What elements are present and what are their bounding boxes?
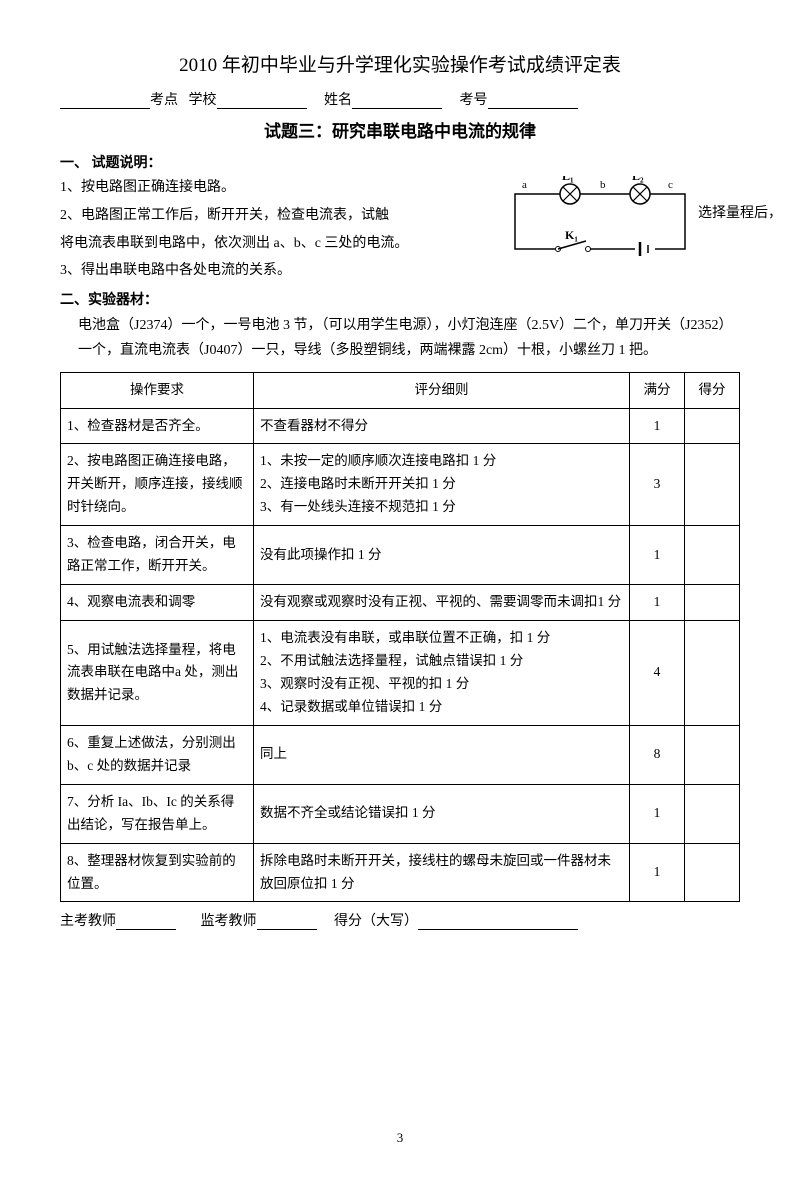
- cell-req: 7、分析 Ia、Ib、Ic 的关系得出结论，写在报告单上。: [61, 784, 254, 843]
- school-blank[interactable]: [217, 94, 307, 109]
- table-row: 8、整理器材恢复到实验前的位置。拆除电路时未断开开关，接线柱的螺母未旋回或一件器…: [61, 843, 740, 902]
- label-c: c: [668, 179, 673, 191]
- table-row: 2、按电路图正确连接电路，开关断开，顺序连接，接线顺时针绕向。1、未按一定的顺序…: [61, 444, 740, 526]
- cell-req: 3、检查电路，闭合开关，电路正常工作，断开开关。: [61, 526, 254, 585]
- t1-blank[interactable]: [116, 915, 176, 930]
- cell-max: 8: [630, 725, 685, 784]
- header-fields: 考点 学校 姓名 考号: [60, 89, 740, 109]
- id-blank[interactable]: [488, 94, 578, 109]
- footer-t1: 主考教师: [60, 914, 116, 929]
- label-l1: L₁: [562, 176, 574, 183]
- desc-p2b: 选择量程后，: [698, 202, 782, 222]
- cell-max: 1: [630, 585, 685, 621]
- table-row: 3、检查电路，闭合开关，电路正常工作，断开开关。没有此项操作扣 1 分1: [61, 526, 740, 585]
- cell-got[interactable]: [685, 408, 740, 444]
- t3-blank[interactable]: [418, 915, 578, 930]
- cell-got[interactable]: [685, 526, 740, 585]
- label-l2: L₂: [632, 176, 644, 183]
- cell-max: 3: [630, 444, 685, 526]
- circuit-diagram: a b c L₁ L₂ K₁: [500, 176, 700, 266]
- name-blank[interactable]: [352, 94, 442, 109]
- cell-detail: 1、电流表没有串联，或串联位置不正确，扣 1 分 2、不用试触法选择量程，试触点…: [254, 621, 630, 726]
- site-label: 考点: [150, 93, 178, 108]
- footer-t3: 得分（大写）: [334, 914, 418, 929]
- page-title: 2010 年初中毕业与升学理化实验操作考试成绩评定表: [60, 50, 740, 77]
- table-row: 1、检查器材是否齐全。不查看器材不得分1: [61, 408, 740, 444]
- cell-req: 2、按电路图正确连接电路，开关断开，顺序连接，接线顺时针绕向。: [61, 444, 254, 526]
- cell-got[interactable]: [685, 444, 740, 526]
- site-blank[interactable]: [60, 94, 150, 109]
- cell-got[interactable]: [685, 784, 740, 843]
- cell-detail: 同上: [254, 725, 630, 784]
- cell-got[interactable]: [685, 621, 740, 726]
- cell-max: 4: [630, 621, 685, 726]
- cell-max: 1: [630, 784, 685, 843]
- id-label: 考号: [460, 93, 488, 108]
- table-row: 4、观察电流表和调零没有观察或观察时没有正视、平视的、需要调零而未调扣1 分1: [61, 585, 740, 621]
- subtitle: 试题三：研究串联电路中电流的规律: [60, 117, 740, 142]
- label-k1: K₁: [565, 228, 578, 242]
- cell-detail: 拆除电路时未断开开关，接线柱的螺母未旋回或一件器材未放回原位扣 1 分: [254, 843, 630, 902]
- equipment-text: 电池盒（J2374）一个，一号电池 3 节，（可以用学生电源），小灯泡连座（2.…: [78, 313, 740, 363]
- cell-max: 1: [630, 843, 685, 902]
- th-got: 得分: [685, 372, 740, 408]
- footer-line: 主考教师 监考教师 得分（大写）: [60, 910, 740, 930]
- cell-detail: 数据不齐全或结论错误扣 1 分: [254, 784, 630, 843]
- section1-head: 一、 试题说明：: [60, 152, 740, 172]
- cell-req: 4、观察电流表和调零: [61, 585, 254, 621]
- th-max: 满分: [630, 372, 685, 408]
- cell-max: 1: [630, 408, 685, 444]
- name-label: 姓名: [324, 93, 352, 108]
- th-req: 操作要求: [61, 372, 254, 408]
- table-row: 5、用试触法选择量程，将电流表串联在电路中a 处，测出数据并记录。1、电流表没有…: [61, 621, 740, 726]
- cell-got[interactable]: [685, 843, 740, 902]
- footer-t2: 监考教师: [201, 914, 257, 929]
- cell-detail: 1、未按一定的顺序顺次连接电路扣 1 分 2、连接电路时未断开开关扣 1 分 3…: [254, 444, 630, 526]
- cell-req: 8、整理器材恢复到实验前的位置。: [61, 843, 254, 902]
- cell-detail: 不查看器材不得分: [254, 408, 630, 444]
- table-row: 7、分析 Ia、Ib、Ic 的关系得出结论，写在报告单上。数据不齐全或结论错误扣…: [61, 784, 740, 843]
- t2-blank[interactable]: [257, 915, 317, 930]
- label-a: a: [522, 179, 527, 191]
- cell-req: 5、用试触法选择量程，将电流表串联在电路中a 处，测出数据并记录。: [61, 621, 254, 726]
- cell-detail: 没有此项操作扣 1 分: [254, 526, 630, 585]
- page-number: 3: [60, 1130, 740, 1146]
- desc-p2a: 2、电路图正常工作后，断开开关，检查电流表，试触: [60, 208, 389, 223]
- description-block: 1、按电路图正确连接电路。 2、电路图正常工作后，断开开关，检查电流表，试触 将…: [60, 176, 740, 283]
- cell-got[interactable]: [685, 725, 740, 784]
- cell-detail: 没有观察或观察时没有正视、平视的、需要调零而未调扣1 分: [254, 585, 630, 621]
- scoring-table: 操作要求 评分细则 满分 得分 1、检查器材是否齐全。不查看器材不得分12、按电…: [60, 372, 740, 903]
- cell-max: 1: [630, 526, 685, 585]
- th-detail: 评分细则: [254, 372, 630, 408]
- table-row: 6、重复上述做法，分别测出b、c 处的数据并记录同上8: [61, 725, 740, 784]
- label-b: b: [600, 179, 606, 191]
- section2-head: 二、实验器材：: [60, 289, 740, 309]
- cell-req: 6、重复上述做法，分别测出b、c 处的数据并记录: [61, 725, 254, 784]
- cell-got[interactable]: [685, 585, 740, 621]
- school-label: 学校: [189, 93, 217, 108]
- cell-req: 1、检查器材是否齐全。: [61, 408, 254, 444]
